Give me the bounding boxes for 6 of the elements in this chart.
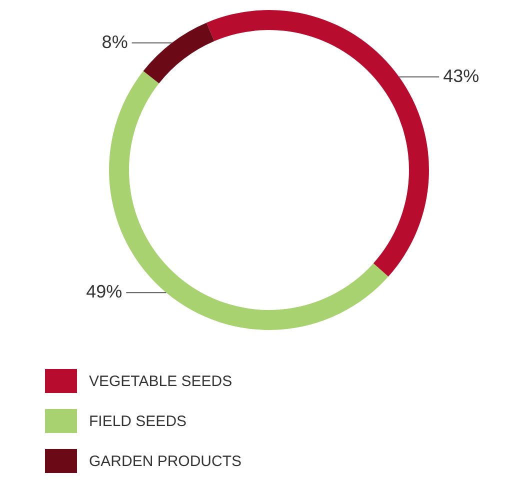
legend-label: FIELD SEEDS — [89, 412, 187, 430]
legend-label: GARDEN PRODUCTS — [89, 452, 242, 470]
data-label: 49% — [86, 282, 122, 302]
data-label: 8% — [102, 32, 128, 52]
legend-label: VEGETABLE SEEDS — [89, 372, 232, 390]
data-label: 43% — [443, 66, 480, 86]
